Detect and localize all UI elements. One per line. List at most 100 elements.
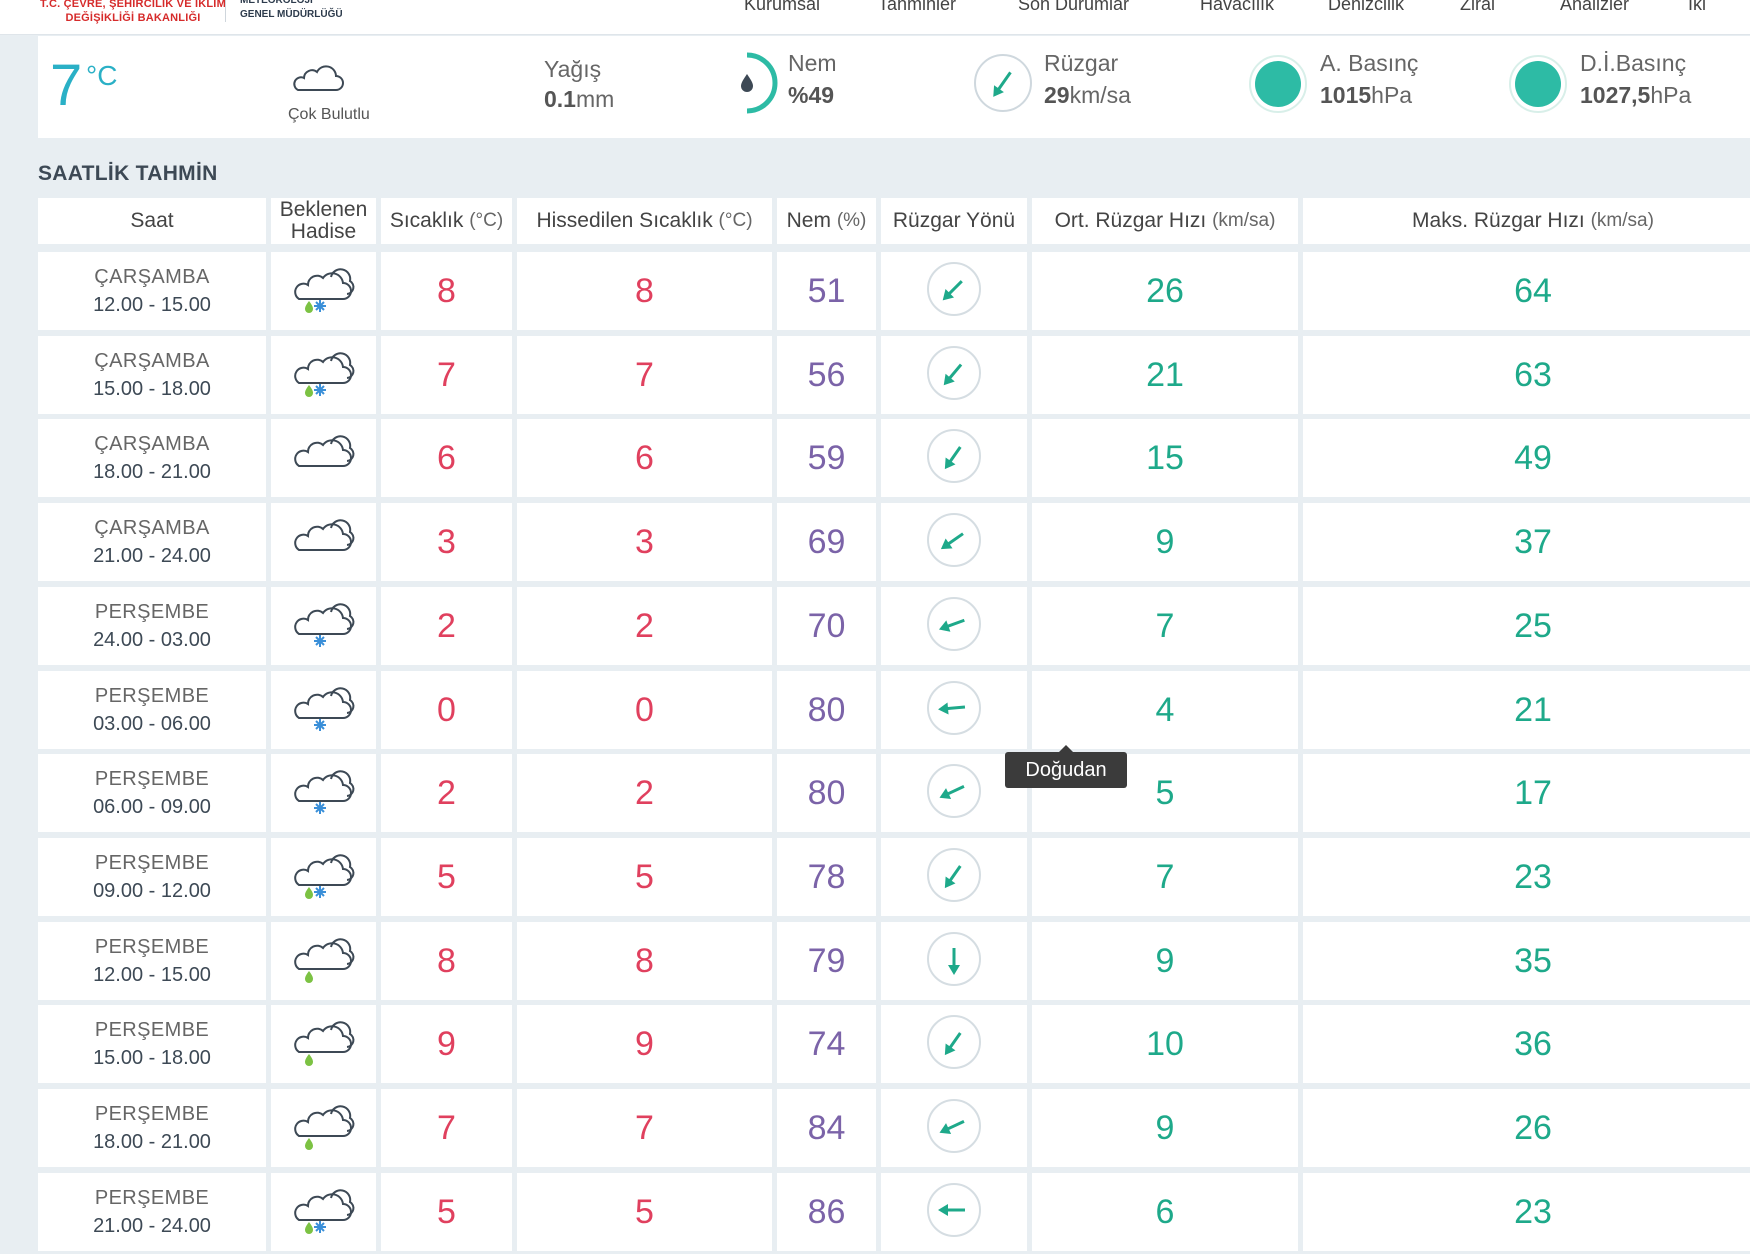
header-avg-wind: Ort. Rüzgar Hızı (km/sa): [1032, 198, 1298, 244]
condition-label: Çok Bulutlu: [288, 106, 370, 123]
row-wind-direction-cell[interactable]: [881, 1005, 1027, 1083]
row-temperature: 7: [381, 336, 512, 414]
row-temperature: 8: [381, 922, 512, 1000]
cloud-snow-icon: [291, 598, 357, 655]
nav-item-analizler[interactable]: Analizler: [1560, 0, 1630, 14]
cloud-snow-icon: [291, 682, 357, 739]
row-humidity: 51: [777, 252, 876, 330]
temperature-unit: °C: [86, 60, 118, 91]
wind-direction-arrow-icon[interactable]: [925, 1097, 983, 1160]
row-day: PERŞEMBE: [94, 1187, 210, 1209]
row-wind-direction-cell[interactable]: [881, 922, 1027, 1000]
row-wind-direction-cell[interactable]: [881, 419, 1027, 497]
section-title: SAATLİK TAHMİN: [38, 162, 218, 185]
precip-label: Yağış: [544, 56, 602, 82]
row-wind-direction-cell[interactable]: [881, 754, 1027, 832]
header-event-line-2: Hadise: [290, 220, 357, 243]
row-event-cell: [271, 838, 376, 916]
wind-direction-arrow-icon[interactable]: [925, 511, 983, 574]
wind-direction-arrow-icon[interactable]: [925, 930, 983, 993]
header-wind-direction: Rüzgar Yönü: [881, 198, 1027, 244]
row-time-cell: ÇARŞAMBA 15.00 - 18.00: [38, 336, 266, 414]
row-feels-like: 5: [517, 1173, 772, 1251]
wind-label: Rüzgar: [1044, 50, 1119, 76]
ministry-name[interactable]: T.C. ÇEVRE, ŞEHİRCİLİK VE İKLİM DEĞİŞİKL…: [40, 0, 226, 24]
row-wind-direction-cell[interactable]: [881, 838, 1027, 916]
wind-direction-arrow-icon[interactable]: [925, 595, 983, 658]
row-wind-direction-cell[interactable]: [881, 1089, 1027, 1167]
row-avg-wind: 6: [1032, 1173, 1298, 1251]
row-time: 18.00 - 21.00: [93, 461, 211, 483]
wind-direction-arrow-icon[interactable]: [925, 260, 983, 323]
row-humidity: 56: [777, 336, 876, 414]
agency-name[interactable]: METEOROLOJİ GENEL MÜDÜRLÜĞÜ: [240, 0, 370, 22]
wind-direction-arrow-icon[interactable]: [925, 846, 983, 909]
row-day: ÇARŞAMBA: [94, 517, 210, 539]
row-avg-wind: 9: [1032, 922, 1298, 1000]
row-event-cell: [271, 1173, 376, 1251]
row-wind-direction-cell[interactable]: [881, 587, 1027, 665]
row-temperature: 3: [381, 503, 512, 581]
row-temperature: 9: [381, 1005, 512, 1083]
row-humidity: 80: [777, 754, 876, 832]
row-time-cell: ÇARŞAMBA 18.00 - 21.00: [38, 419, 266, 497]
nav-item-zirai[interactable]: Zirai: [1460, 0, 1495, 14]
current-conditions-panel: 7 °C Çok Bulutlu Yağış 0.1mm Nem %49 Rüz…: [38, 36, 1750, 138]
wind-direction-arrow-icon[interactable]: [925, 679, 983, 742]
row-time-cell: PERŞEMBE 18.00 - 21.00: [38, 1089, 266, 1167]
wind-direction-arrow-icon[interactable]: [925, 762, 983, 825]
nav-item-havacilik[interactable]: Havacılık: [1200, 0, 1275, 14]
row-time-cell: ÇARŞAMBA 12.00 - 15.00: [38, 252, 266, 330]
row-time: 03.00 - 06.00: [93, 713, 211, 735]
row-time-cell: PERŞEMBE 24.00 - 03.00: [38, 587, 266, 665]
wind-direction-arrow-icon[interactable]: [925, 344, 983, 407]
header-divider: [225, 0, 226, 22]
row-feels-like: 7: [517, 1089, 772, 1167]
pressure-value-line: 1015hPa: [1320, 82, 1412, 109]
nav-item-iklim[interactable]: İkl: [1688, 0, 1706, 14]
row-event-cell: [271, 503, 376, 581]
row-time-cell: PERŞEMBE 15.00 - 18.00: [38, 1005, 266, 1083]
row-event-cell: [271, 671, 376, 749]
row-feels-like: 6: [517, 419, 772, 497]
row-max-wind: 26: [1303, 1089, 1750, 1167]
row-max-wind: 23: [1303, 1173, 1750, 1251]
wind-direction-arrow-icon[interactable]: [925, 427, 983, 490]
sea-pressure-value: 1027,5: [1580, 82, 1651, 108]
header-humidity-label: Nem: [786, 209, 831, 232]
nav-item-kurumsal[interactable]: Kurumsal: [744, 0, 821, 14]
sea-pressure-label: D.İ.Basınç: [1580, 50, 1687, 76]
wind-value-line: 29km/sa: [1044, 82, 1131, 109]
row-max-wind: 23: [1303, 838, 1750, 916]
cloud-rain-icon: [291, 1016, 357, 1073]
row-feels-like: 0: [517, 671, 772, 749]
row-max-wind: 37: [1303, 503, 1750, 581]
row-wind-direction-cell[interactable]: [881, 336, 1027, 414]
cloudy-icon: [290, 62, 346, 101]
row-day: PERŞEMBE: [94, 685, 210, 707]
row-feels-like: 2: [517, 754, 772, 832]
row-avg-wind: 7: [1032, 587, 1298, 665]
row-time-cell: PERŞEMBE 12.00 - 15.00: [38, 922, 266, 1000]
nav-item-denizcilik[interactable]: Denizcilik: [1328, 0, 1405, 14]
header-feels-like: Hissedilen Sıcaklık (°C): [517, 198, 772, 244]
cloud-rain-snow-icon: [291, 1184, 357, 1241]
nav-item-son-durumlar[interactable]: Son Durumlar: [1018, 0, 1130, 14]
row-day: PERŞEMBE: [94, 1019, 210, 1041]
wind-value: 29: [1044, 82, 1070, 108]
row-avg-wind: 9: [1032, 1089, 1298, 1167]
header-feels-like-unit: (°C): [718, 210, 753, 231]
row-wind-direction-cell[interactable]: [881, 252, 1027, 330]
row-wind-direction-cell[interactable]: [881, 503, 1027, 581]
row-wind-direction-cell[interactable]: [881, 1173, 1027, 1251]
wind-direction-arrow-icon[interactable]: [925, 1013, 983, 1076]
header-avg-wind-unit: (km/sa): [1212, 210, 1276, 231]
row-event-cell: [271, 1089, 376, 1167]
row-time-cell: ÇARŞAMBA 21.00 - 24.00: [38, 503, 266, 581]
precip-value: 0.1: [544, 86, 576, 112]
wind-direction-tooltip: Doğudan: [1005, 745, 1127, 788]
wind-direction-arrow-icon[interactable]: [925, 1181, 983, 1244]
row-feels-like: 9: [517, 1005, 772, 1083]
nav-item-tahminler[interactable]: Tahminler: [878, 0, 957, 14]
row-wind-direction-cell[interactable]: [881, 671, 1027, 749]
